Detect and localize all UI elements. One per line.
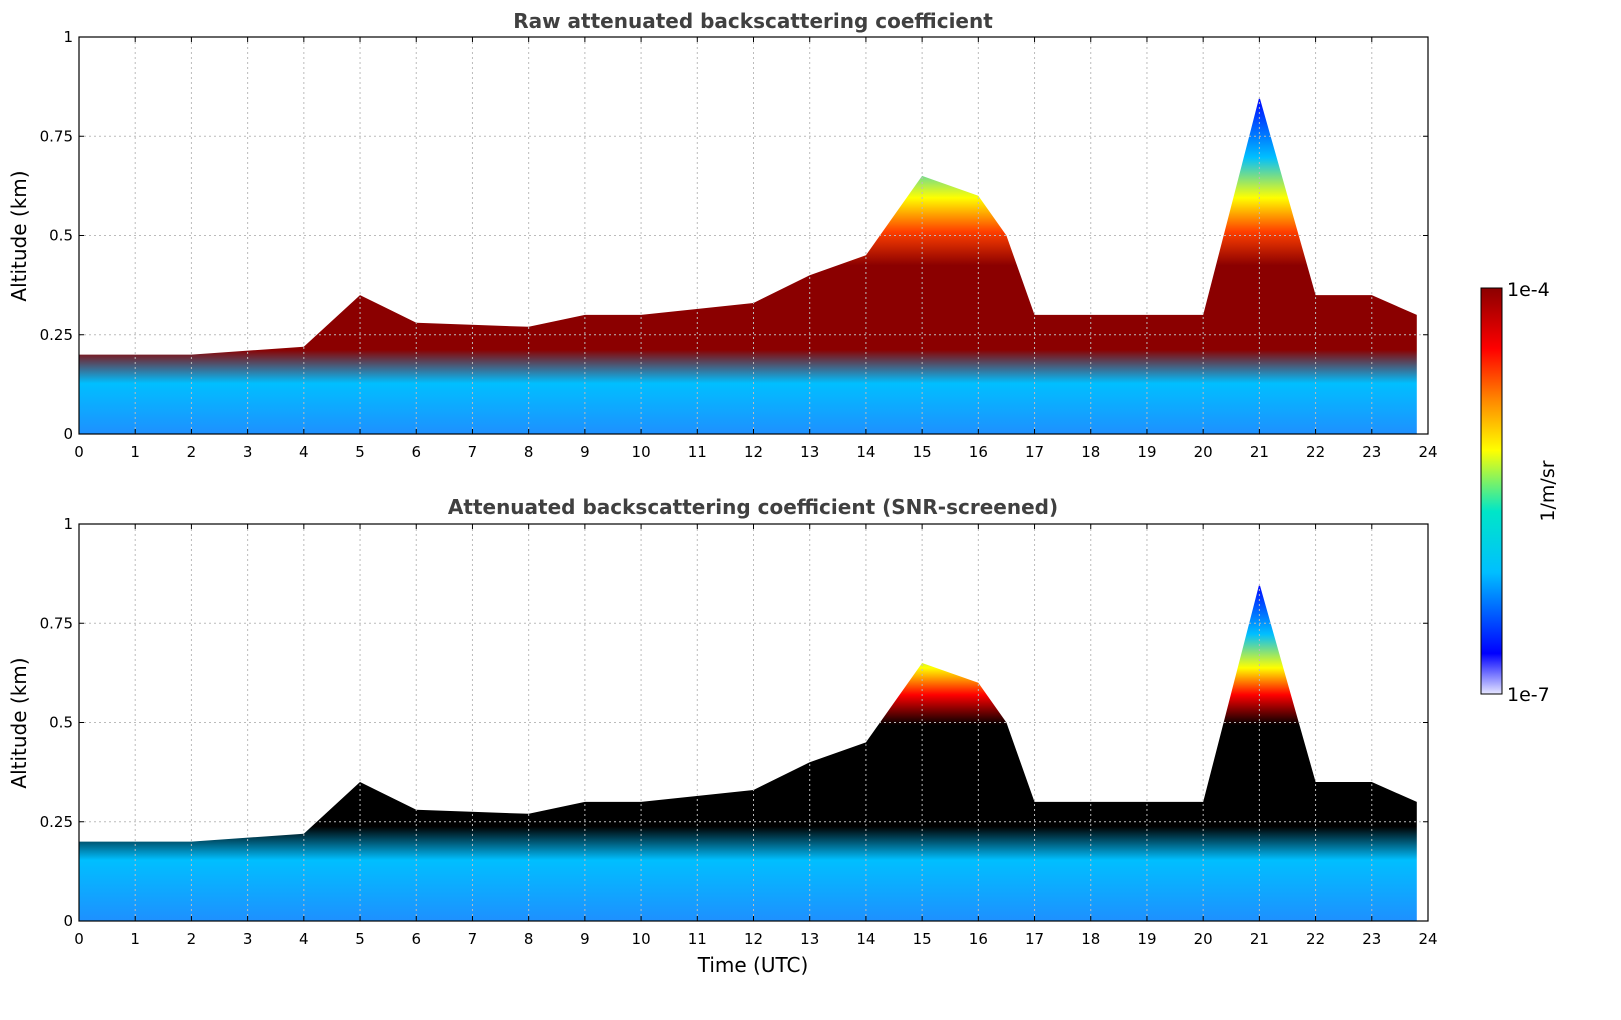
- x-tick-label: 4: [299, 930, 309, 948]
- gridlines: [79, 524, 1428, 921]
- x-tick-label: 5: [355, 930, 365, 948]
- top-panel: Raw attenuated backscattering coefficien…: [7, 9, 1438, 461]
- x-tick-label: 19: [1137, 930, 1156, 948]
- panel-title: Raw attenuated backscattering coefficien…: [513, 9, 993, 33]
- x-tick-label: 4: [299, 443, 309, 461]
- colorbar-gradient: [1480, 287, 1503, 695]
- x-tick-label: 20: [1194, 930, 1213, 948]
- y-tick-label: 0: [63, 912, 73, 930]
- y-axis-label: Altitude (km): [7, 170, 31, 301]
- x-tick-label: 18: [1081, 930, 1100, 948]
- aerosol-layer: [79, 96, 1417, 434]
- y-tick-label: 0.25: [40, 326, 73, 344]
- x-tick-label: 2: [187, 930, 197, 948]
- x-tick-label: 14: [856, 443, 875, 461]
- x-tick-label: 22: [1306, 930, 1325, 948]
- heatmap-area: [79, 583, 1417, 921]
- x-tick-label: 23: [1362, 443, 1381, 461]
- colorbar: 1e-4 1e-7 1/m/sr: [1480, 279, 1559, 706]
- y-tick-label: 0.75: [40, 614, 73, 632]
- gridlines: [79, 37, 1428, 434]
- x-tick-label: 3: [243, 930, 253, 948]
- x-tick-label: 23: [1362, 930, 1381, 948]
- x-tick-label: 6: [411, 443, 421, 461]
- y-tick-label: 0.5: [49, 227, 73, 245]
- x-tick-labels: 0 1 2 3 4 5 6 7 8 9 10 11 12 13 14 15 16 17 18 19 20 21 22 23 24: [74, 524, 1438, 948]
- x-tick-label: 1: [130, 443, 140, 461]
- panel-title: Attenuated backscattering coefficient (S…: [448, 495, 1058, 519]
- x-tick-label: 18: [1081, 443, 1100, 461]
- x-tick-label: 12: [744, 930, 763, 948]
- x-tick-label: 13: [800, 930, 819, 948]
- x-tick-label: 3: [243, 443, 253, 461]
- x-tick-label: 11: [688, 930, 707, 948]
- x-tick-label: 0: [74, 443, 84, 461]
- x-tick-label: 21: [1250, 443, 1269, 461]
- x-tick-labels: 0 1 2 3 4 5 6 7 8 9 10 11 12 13 14 15 16 17 18 19 20 21 22 23 24: [74, 37, 1438, 461]
- y-tick-labels: 0 0.25 0.5 0.75 1: [40, 515, 1428, 930]
- heatmap-area: [79, 96, 1417, 434]
- x-tick-label: 10: [632, 930, 651, 948]
- colorbar-max-label: 1e-4: [1507, 279, 1550, 301]
- x-tick-label: 8: [524, 930, 534, 948]
- y-tick-label: 0.75: [40, 127, 73, 145]
- x-tick-label: 22: [1306, 443, 1325, 461]
- x-tick-label: 12: [744, 443, 763, 461]
- colorbar-unit-label: 1/m/sr: [1537, 460, 1559, 521]
- x-tick-label: 24: [1418, 930, 1437, 948]
- x-tick-label: 6: [411, 930, 421, 948]
- x-tick-label: 15: [913, 443, 932, 461]
- x-tick-label: 16: [969, 930, 988, 948]
- y-tick-label: 1: [63, 28, 73, 46]
- y-tick-label: 0.25: [40, 813, 73, 831]
- x-tick-label: 0: [74, 930, 84, 948]
- x-tick-label: 10: [632, 443, 651, 461]
- x-tick-label: 8: [524, 443, 534, 461]
- x-tick-label: 21: [1250, 930, 1269, 948]
- x-tick-label: 24: [1418, 443, 1437, 461]
- x-tick-label: 14: [856, 930, 875, 948]
- aerosol-layer: [79, 583, 1417, 921]
- y-tick-label: 1: [63, 515, 73, 533]
- x-tick-label: 16: [969, 443, 988, 461]
- x-tick-label: 9: [580, 443, 590, 461]
- x-tick-label: 13: [800, 443, 819, 461]
- y-tick-labels: 0 0.25 0.5 0.75 1: [40, 28, 1428, 443]
- x-tick-label: 20: [1194, 443, 1213, 461]
- x-tick-label: 1: [130, 930, 140, 948]
- x-tick-label: 5: [355, 443, 365, 461]
- colorbar-min-label: 1e-7: [1507, 684, 1550, 706]
- x-tick-label: 17: [1025, 443, 1044, 461]
- x-tick-label: 7: [468, 443, 478, 461]
- y-axis-label: Altitude (km): [7, 657, 31, 788]
- x-tick-label: 17: [1025, 930, 1044, 948]
- y-tick-label: 0: [63, 425, 73, 443]
- x-axis-label: Time (UTC): [697, 953, 809, 977]
- x-tick-label: 15: [913, 930, 932, 948]
- x-tick-label: 11: [688, 443, 707, 461]
- bottom-panel: Attenuated backscattering coefficient (S…: [7, 495, 1438, 977]
- x-tick-label: 2: [187, 443, 197, 461]
- x-tick-label: 7: [468, 930, 478, 948]
- y-tick-label: 0.5: [49, 714, 73, 732]
- x-tick-label: 19: [1137, 443, 1156, 461]
- x-tick-label: 9: [580, 930, 590, 948]
